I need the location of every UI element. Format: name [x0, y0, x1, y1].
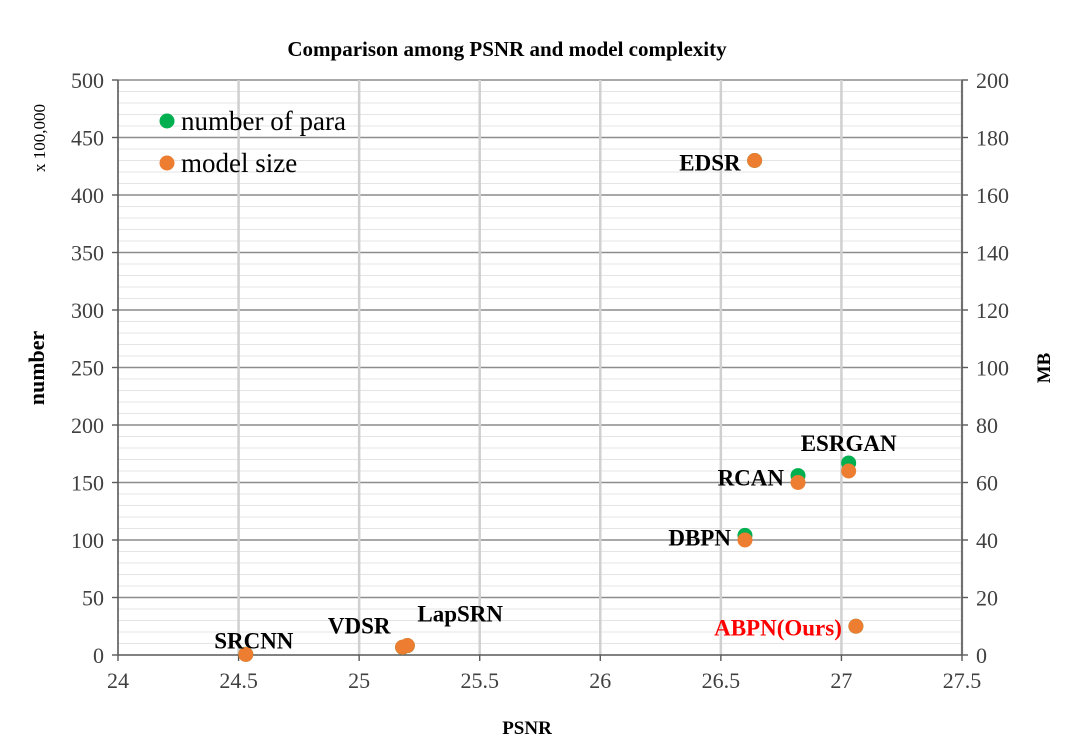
- tick-labels: 24 24.5 25 25.5 26 26.5 27 27.50501001502002503…: [71, 68, 1009, 693]
- x-tick-label: 24: [107, 668, 129, 693]
- x-tick-label: 26.5: [702, 668, 741, 693]
- x-axis-label: PSNR: [502, 718, 552, 739]
- point-label: EDSR: [679, 151, 741, 176]
- model-size-point: [841, 463, 857, 479]
- legend-label: model size: [181, 148, 297, 178]
- model-size-point: [790, 475, 806, 490]
- legend-marker: [159, 155, 175, 171]
- data-points: [238, 153, 864, 662]
- y-axis-unit-label: x 100,000: [30, 104, 49, 172]
- y2-tick-label: 140: [976, 241, 1009, 266]
- point-label: VDSR: [328, 613, 391, 638]
- model-size-point: [737, 532, 753, 548]
- chart-title: Comparison among PSNR and model complexi…: [287, 37, 727, 61]
- point-label: LapSRN: [417, 602, 503, 627]
- legend: number of para model size: [159, 106, 346, 178]
- y2-tick-label: 0: [976, 643, 987, 668]
- y-tick-label: 100: [71, 528, 104, 553]
- y2-axis-label: MB: [1034, 352, 1055, 383]
- y-tick-label: 50: [82, 586, 104, 611]
- y2-tick-label: 200: [976, 68, 1009, 93]
- x-tick-label: 25.5: [460, 668, 499, 693]
- y2-tick-label: 120: [976, 298, 1009, 323]
- point-label: DBPN: [668, 525, 731, 550]
- point-label: ESRGAN: [801, 431, 897, 456]
- point-label: SRCNN: [214, 628, 294, 653]
- x-tick-label: 27.5: [943, 668, 982, 693]
- x-tick-label: 27: [830, 668, 852, 693]
- y-tick-label: 0: [93, 643, 104, 668]
- y-tick-label: 450: [71, 126, 104, 151]
- y-axis-label: number: [24, 330, 49, 405]
- y-tick-label: 350: [71, 241, 104, 266]
- axes: [112, 79, 968, 661]
- y2-tick-label: 100: [976, 356, 1009, 381]
- point-annotations: SRCNN VDSR LapSRN DBPN RCAN ESRGAN EDSR ABPN(Ou…: [214, 151, 897, 654]
- point-label: ABPN(Ours): [714, 615, 842, 640]
- x-tick-label: 25: [348, 668, 370, 693]
- y2-tick-label: 180: [976, 126, 1009, 151]
- y2-tick-label: 60: [976, 471, 998, 496]
- y2-tick-label: 40: [976, 528, 998, 553]
- y2-tick-label: 20: [976, 586, 998, 611]
- x-tick-label: 24.5: [219, 668, 258, 693]
- legend-label: number of para: [181, 106, 346, 136]
- y2-tick-label: 160: [976, 183, 1009, 208]
- model-size-point: [747, 153, 763, 168]
- y2-tick-label: 80: [976, 413, 998, 438]
- model-size-point: [238, 646, 254, 662]
- model-size-point: [399, 638, 415, 654]
- model-size-point: [848, 618, 864, 634]
- legend-marker: [159, 113, 175, 129]
- y-tick-label: 150: [71, 471, 104, 496]
- x-tick-label: 26: [589, 668, 611, 693]
- y-tick-label: 400: [71, 183, 104, 208]
- y-tick-label: 500: [71, 68, 104, 93]
- point-label: RCAN: [718, 466, 785, 491]
- y-tick-label: 300: [71, 298, 104, 323]
- y-tick-label: 250: [71, 356, 104, 381]
- minor-gridlines: [118, 91, 962, 644]
- y-tick-label: 200: [71, 413, 104, 438]
